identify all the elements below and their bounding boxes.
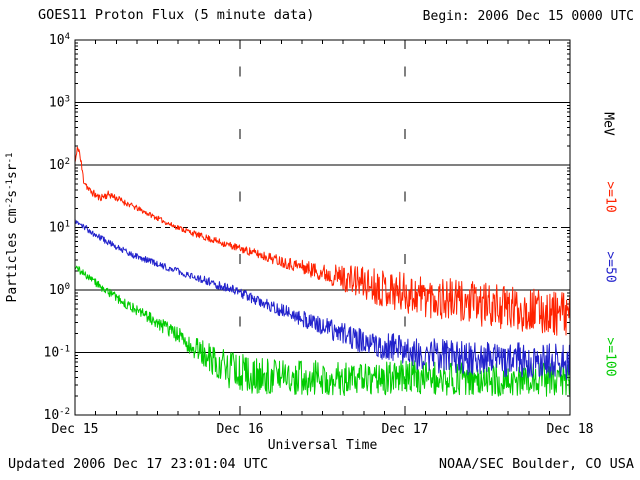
y-tick-label: 100 [49, 282, 70, 298]
x-tick-label: Dec 18 [547, 422, 594, 437]
x-axis-label: Universal Time [268, 438, 378, 453]
updated-timestamp: Updated 2006 Dec 17 23:01:04 UTC [8, 456, 269, 472]
flux-trace-10mev [74, 146, 571, 336]
series-threshold-label-100mev: >=100 [602, 337, 618, 377]
y-tick-label: 103 [49, 95, 70, 111]
begin-time-label: Begin: 2006 Dec 15 0000 UTC [422, 9, 634, 24]
y-tick-label: 10-2 [44, 407, 71, 423]
mev-axis-unit-label: MeV [600, 112, 616, 136]
x-tick-label: Dec 16 [217, 422, 264, 437]
y-tick-label: 102 [49, 157, 70, 173]
y-tick-label: 104 [49, 32, 70, 48]
series-threshold-label-50mev: >=50 [602, 251, 618, 283]
x-tick-label: Dec 17 [382, 422, 429, 437]
series-threshold-label-10mev: >=10 [602, 181, 618, 213]
chart-title: GOES11 Proton Flux (5 minute data) [38, 7, 315, 23]
x-tick-label: Dec 15 [52, 422, 99, 437]
y-tick-label: 101 [49, 220, 70, 236]
flux-trace-50mev [74, 218, 571, 380]
y-axis-label: Particles cm-2s-1sr-1 [5, 153, 20, 303]
data-source-label: NOAA/SEC Boulder, CO USA [438, 456, 634, 472]
y-tick-label: 10-1 [44, 345, 71, 361]
flux-trace-100mev [74, 265, 571, 397]
